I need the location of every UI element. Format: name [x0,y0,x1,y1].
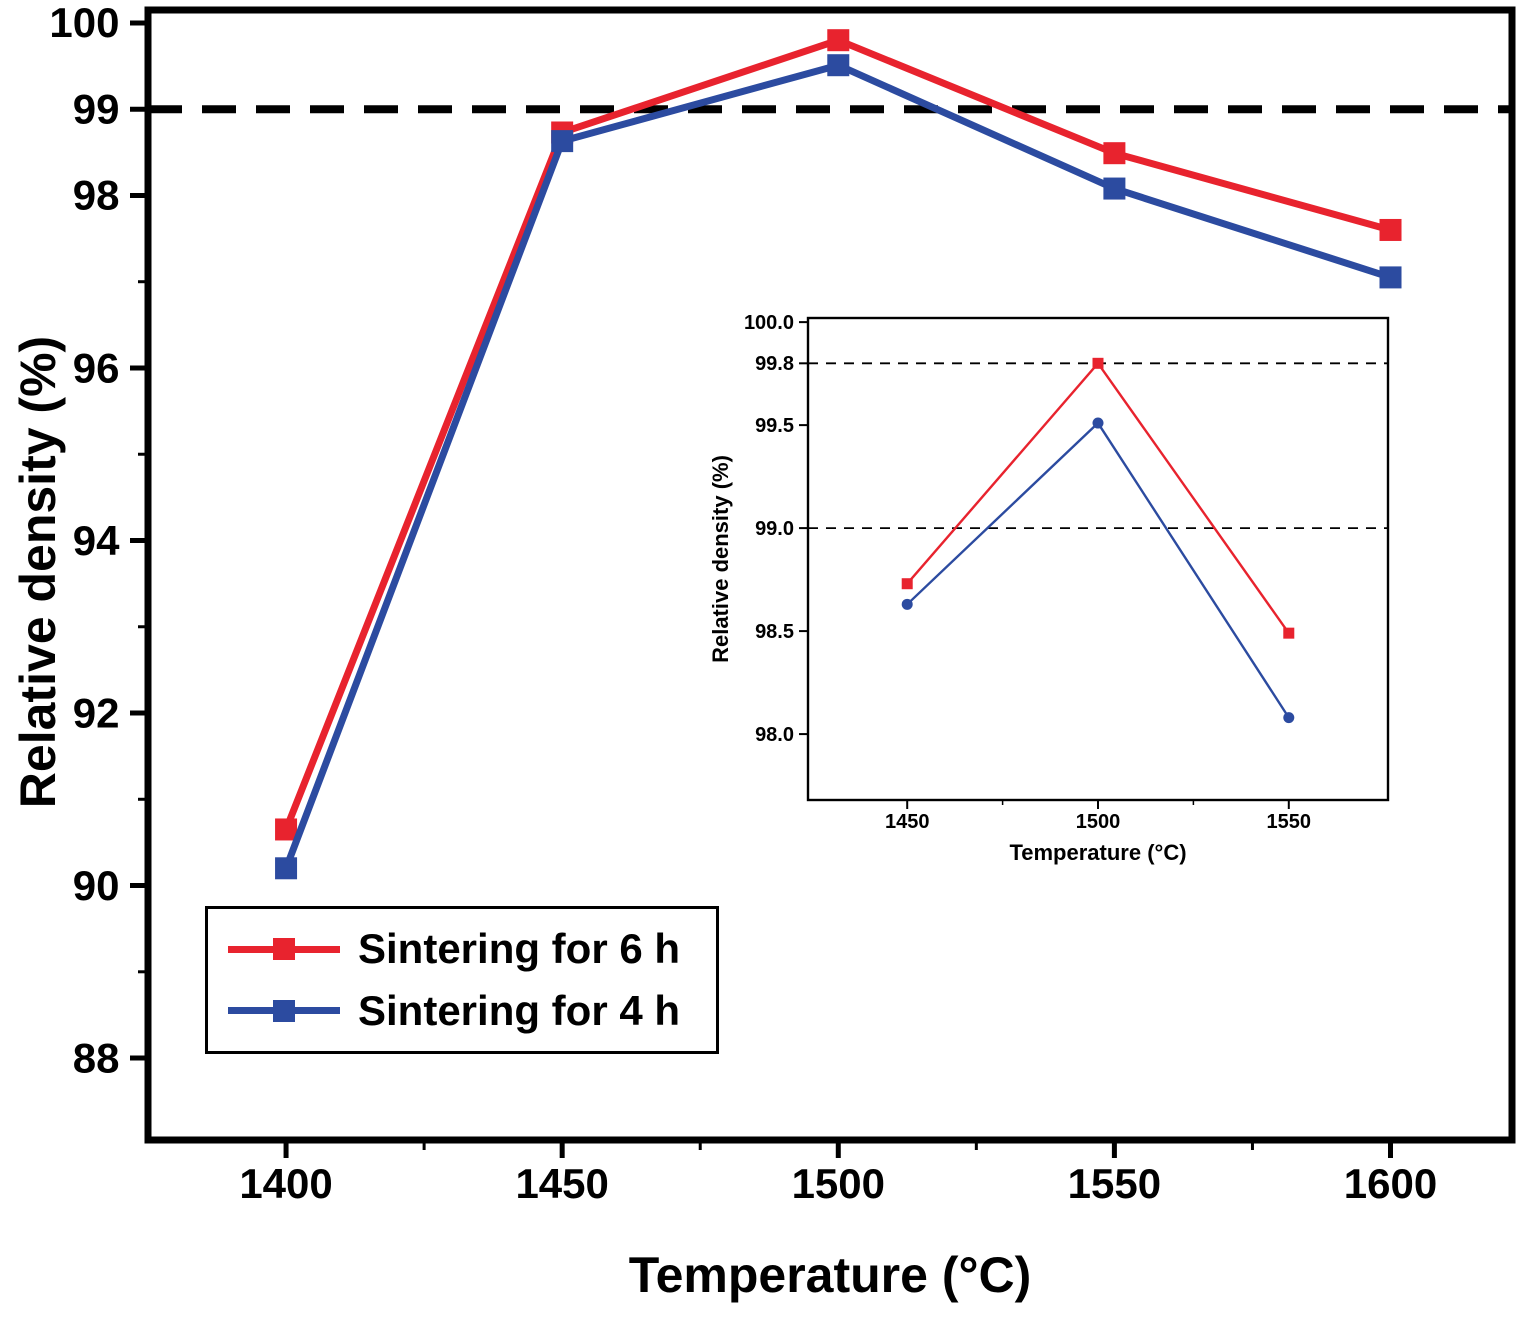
svg-text:88: 88 [73,1034,120,1081]
legend-square-marker-6h [273,938,295,961]
main-series-markers-1 [275,54,1402,880]
svg-text:99.8: 99.8 [755,353,794,375]
svg-text:90: 90 [73,862,120,909]
svg-text:99: 99 [73,85,120,132]
legend-label-6h: Sintering for 6 h [358,925,681,973]
main-x-axis: 1400 1450 1500 1550 1600 [239,1140,1437,1207]
svg-text:1550: 1550 [1068,1160,1161,1207]
svg-text:100: 100 [49,0,119,46]
svg-text:99.5: 99.5 [755,415,794,437]
x-axis-title: Temperature (°C) [628,1247,1032,1303]
inset-y-axis: 98.0 98.5 99.0 99.5 99.8 100.0 [744,312,808,746]
svg-text:1450: 1450 [515,1160,608,1207]
inset-series-markers-0 [901,357,1295,639]
svg-text:100.0: 100.0 [744,312,794,334]
y-axis-title: Relative density (%) [10,335,66,809]
svg-text:94: 94 [73,517,120,564]
svg-text:98: 98 [73,172,120,219]
main-frame [144,6,1516,1144]
svg-text:98.5: 98.5 [755,621,794,643]
inset-series-markers-1 [901,417,1295,724]
svg-text:99.0: 99.0 [755,518,794,540]
svg-text:98.0: 98.0 [755,724,794,746]
inset-plot: 1450 1500 1550 98.0 98.5 99.0 99.5 99.8 100.0 Tem… [708,312,1390,865]
main-plot: 1400 1450 1500 1550 1600 88 90 92 94 96 98 99 100 [49,0,1516,1207]
svg-text:1500: 1500 [1076,811,1121,833]
legend-label-4h: Sintering for 4 h [358,986,681,1034]
legend-line-6h-swatch [228,938,340,961]
svg-text:1550: 1550 [1267,811,1312,833]
svg-text:1500: 1500 [792,1160,885,1207]
svg-text:96: 96 [73,344,120,391]
legend-square-marker-4h [273,999,295,1022]
inset-plot-background [808,318,1388,800]
main-y-axis: 88 90 92 94 96 98 99 100 [49,0,148,1081]
inset-x-axis: 1450 1500 1550 [885,800,1311,833]
inset-x-axis-title: Temperature (°C) [1009,840,1186,865]
legend: Sintering for 6 h Sintering for 4 h [205,906,719,1054]
svg-text:1450: 1450 [885,811,930,833]
legend-item-6h: Sintering for 6 h [228,928,716,970]
svg-text:1400: 1400 [239,1160,332,1207]
inset-y-axis-title: Relative density (%) [708,455,733,663]
legend-item-4h: Sintering for 4 h [228,986,716,1034]
svg-text:1600: 1600 [1344,1160,1437,1207]
legend-line-4h-swatch [228,999,340,1022]
svg-text:92: 92 [73,689,120,736]
